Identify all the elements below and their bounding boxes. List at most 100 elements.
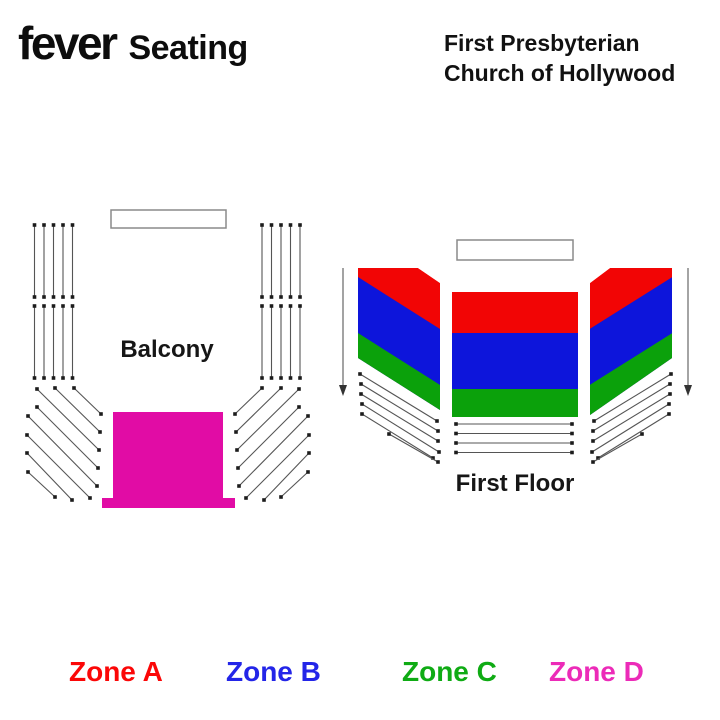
seat-row-line bbox=[361, 403, 440, 453]
seat-row-dot bbox=[592, 419, 596, 423]
seat-row-dot bbox=[99, 412, 103, 416]
seat-row-line bbox=[359, 373, 438, 422]
seat-row-dot bbox=[269, 223, 274, 227]
seat-row-dot bbox=[32, 295, 37, 299]
seat-row-dot bbox=[88, 496, 92, 500]
legend-zone-b[interactable]: Zone B bbox=[226, 656, 321, 687]
seat-row-dot bbox=[288, 295, 293, 299]
seat-row-dot bbox=[431, 456, 435, 460]
seat-row-dot bbox=[359, 392, 363, 396]
seat-row-dot bbox=[26, 470, 30, 474]
seat-row-dot bbox=[288, 223, 293, 227]
product-name: Seating bbox=[128, 29, 248, 67]
seat-row-dot bbox=[70, 223, 75, 227]
seat-row-dot bbox=[297, 387, 301, 391]
seat-row-line bbox=[263, 452, 310, 501]
seat-row-line bbox=[593, 373, 672, 422]
left-wing-block bbox=[358, 268, 440, 410]
legend-zone-a[interactable]: Zone A bbox=[69, 656, 163, 687]
seat-row-dot bbox=[570, 441, 574, 445]
balcony-seat-rows bbox=[25, 223, 311, 502]
legend-zone-c[interactable]: Zone C bbox=[402, 656, 497, 687]
arrow-head bbox=[339, 385, 347, 396]
brand: fever Seating bbox=[18, 20, 248, 66]
seat-row-line bbox=[592, 433, 643, 463]
right-down-arrow-icon bbox=[684, 268, 692, 396]
seat-row-dot bbox=[32, 223, 37, 227]
seat-row-dot bbox=[51, 295, 56, 299]
seat-row-line bbox=[73, 387, 102, 415]
seat-row-dot bbox=[260, 386, 264, 390]
venue-name: First Presbyterian Church of Hollywood bbox=[444, 28, 675, 88]
seat-row-line bbox=[245, 434, 310, 499]
first-floor-label: First Floor bbox=[456, 470, 575, 497]
seat-row-dot bbox=[359, 382, 363, 386]
fever-logo: fever bbox=[18, 17, 118, 69]
center-zone-c[interactable] bbox=[452, 389, 578, 417]
seat-row-dot bbox=[269, 304, 274, 308]
seat-row-dot bbox=[262, 498, 266, 502]
seat-row-dot bbox=[25, 451, 29, 455]
seat-row-dot bbox=[570, 422, 574, 426]
seat-row-dot bbox=[279, 223, 283, 227]
seat-row-dot bbox=[279, 376, 283, 380]
seat-row-dot bbox=[591, 460, 595, 464]
seat-row-dot bbox=[234, 430, 238, 434]
seat-row-dot bbox=[668, 392, 672, 396]
seat-row-dot bbox=[307, 451, 311, 455]
seat-row-dot bbox=[358, 372, 362, 376]
seat-row-line bbox=[597, 413, 670, 459]
seat-row-dot bbox=[235, 448, 239, 452]
seat-row-dot bbox=[570, 450, 574, 455]
center-zone-b[interactable] bbox=[452, 333, 578, 389]
first-floor-stage-rect bbox=[456, 239, 574, 261]
seat-row-dot bbox=[360, 402, 364, 406]
seat-row-line bbox=[360, 383, 439, 432]
seat-row-dot bbox=[260, 304, 264, 308]
seat-row-line bbox=[360, 393, 439, 442]
seat-row-dot bbox=[640, 432, 644, 436]
seat-row-line bbox=[388, 433, 439, 463]
seat-row-dot bbox=[436, 460, 440, 464]
seat-row-dot bbox=[26, 414, 30, 418]
seat-row-dot bbox=[387, 432, 391, 436]
center-zone-a[interactable] bbox=[452, 292, 578, 333]
seat-row-dot bbox=[42, 223, 46, 227]
seat-row-dot bbox=[51, 223, 56, 227]
seat-row-dot bbox=[297, 405, 301, 409]
seat-row-line bbox=[592, 383, 671, 432]
seat-row-line bbox=[54, 387, 101, 433]
first-floor-seat-rows bbox=[358, 372, 673, 464]
seat-row-dot bbox=[590, 450, 594, 454]
balcony-section: Balcony bbox=[25, 209, 311, 508]
seat-row-dot bbox=[667, 412, 671, 416]
seat-row-dot bbox=[260, 295, 264, 299]
seat-row-dot bbox=[298, 295, 302, 299]
seat-row-dot bbox=[96, 466, 100, 470]
seat-row-line bbox=[238, 415, 309, 487]
seat-row-line bbox=[27, 471, 56, 498]
seat-row-dot bbox=[591, 429, 595, 433]
arrow-head bbox=[684, 385, 692, 396]
seat-row-dot bbox=[669, 372, 673, 376]
seat-row-line bbox=[36, 406, 99, 469]
seat-row-dot bbox=[61, 304, 65, 308]
zone-d-block[interactable] bbox=[102, 412, 235, 508]
balcony-label: Balcony bbox=[120, 336, 214, 363]
seat-row-dot bbox=[53, 386, 57, 390]
seat-row-dot bbox=[51, 376, 56, 380]
seat-row-dot bbox=[42, 376, 46, 380]
seat-row-dot bbox=[53, 495, 57, 499]
seat-row-dot bbox=[70, 304, 75, 308]
seat-row-dot bbox=[306, 414, 310, 418]
seat-row-dot bbox=[279, 304, 283, 308]
seat-row-line bbox=[236, 388, 300, 451]
legend-zone-d[interactable]: Zone D bbox=[549, 656, 644, 687]
seat-row-line bbox=[361, 413, 434, 459]
seat-row-dot bbox=[61, 223, 65, 227]
seat-row-dot bbox=[269, 376, 274, 380]
balcony-stage-rect bbox=[110, 209, 227, 229]
seat-row-dot bbox=[70, 498, 74, 502]
seat-row-dot bbox=[288, 376, 293, 380]
